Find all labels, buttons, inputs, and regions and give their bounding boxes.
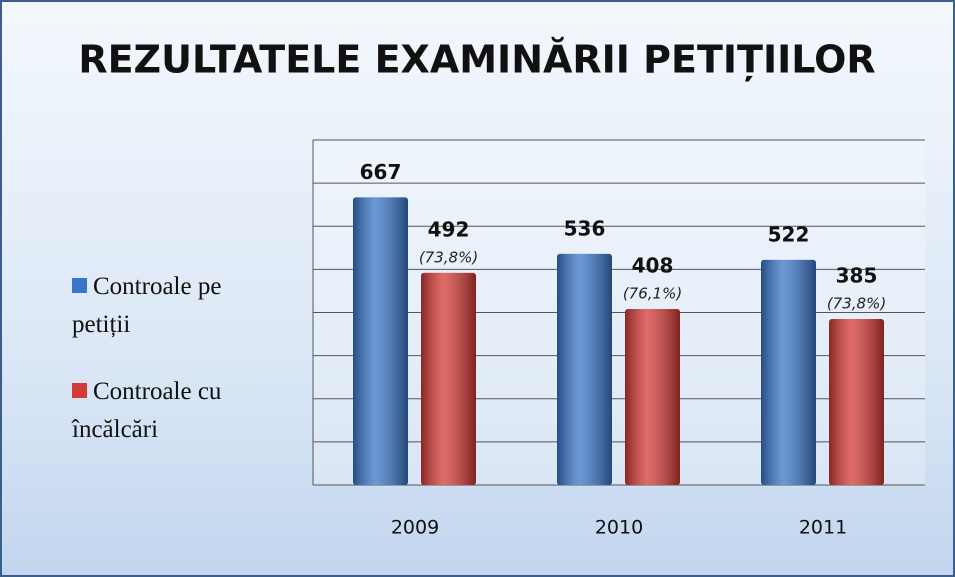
bar-shade (421, 272, 476, 485)
x-tick-label: 2010 (595, 517, 643, 539)
legend-label: Controale cu încălcări (72, 378, 222, 443)
bar-shade (353, 197, 408, 485)
bar-shade (829, 318, 884, 485)
data-label: 408 (632, 254, 674, 278)
bar-shade (625, 309, 680, 485)
data-label: 385 (836, 263, 878, 287)
percent-label: (73,8%) (827, 294, 886, 312)
x-tick-label: 2009 (391, 517, 439, 539)
legend-swatch (72, 383, 87, 398)
percent-label: (76,1%) (623, 285, 682, 303)
percent-label: (73,8%) (419, 248, 478, 266)
data-label: 522 (768, 222, 810, 246)
legend-label: Controale pe petiții (72, 273, 222, 338)
chart-title: REZULTATELE EXAMINĂRII PETIȚIILOR (78, 38, 875, 82)
data-label: 667 (360, 160, 402, 184)
data-label: 492 (428, 217, 470, 241)
data-label: 536 (564, 216, 606, 240)
bar-shade (761, 259, 816, 485)
legend-item: Controale cu încălcări (72, 373, 272, 449)
x-tick-label: 2011 (799, 517, 847, 539)
bar-shade (557, 253, 612, 485)
legend-swatch (72, 278, 87, 293)
legend-item: Controale pe petiții (72, 268, 272, 344)
